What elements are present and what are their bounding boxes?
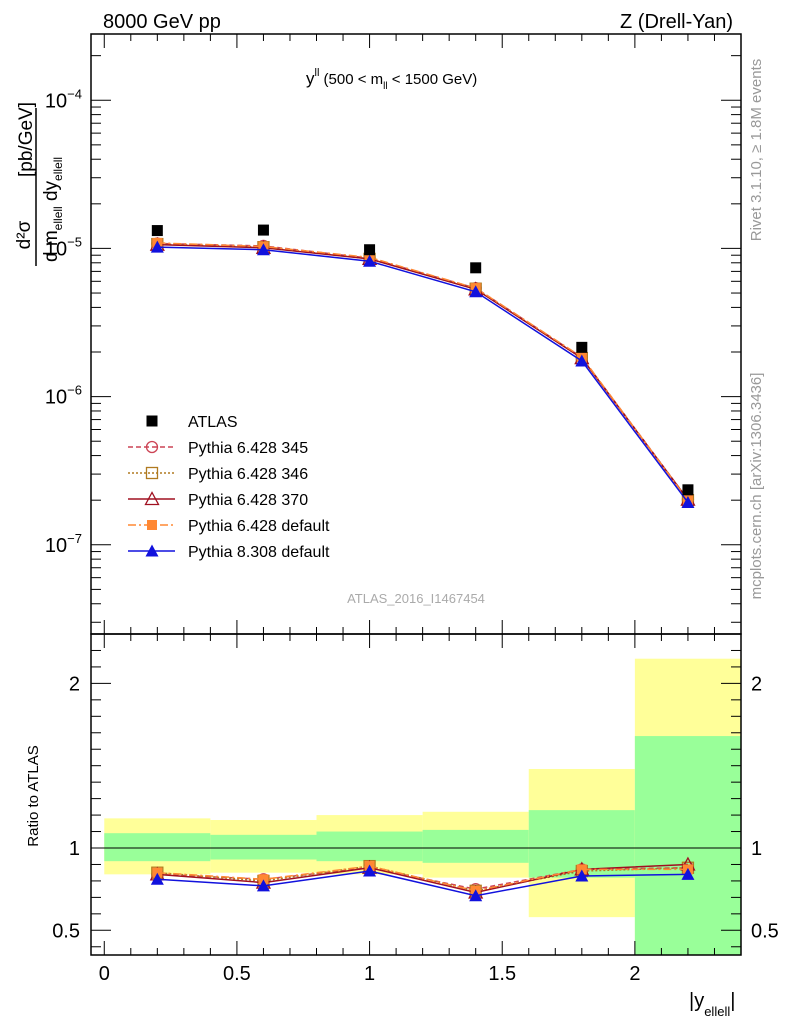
data-point: [145, 544, 159, 557]
series-line: [157, 243, 689, 501]
ratio-tick-label-left: 2: [69, 673, 80, 695]
data-point: [256, 879, 270, 892]
ratio-tick-label-right: 2: [751, 673, 762, 695]
series-line: [157, 242, 689, 501]
legend-entry: Pythia 6.428 346: [128, 466, 308, 483]
data-point: [576, 341, 588, 353]
data-point: [257, 224, 269, 236]
x-tick-label: 0: [99, 963, 110, 985]
plot-frames: [90, 33, 742, 956]
series-layer: [149, 224, 696, 902]
x-tick-label: 1.5: [488, 963, 516, 985]
xaxis-label: |yellell|: [689, 990, 735, 1019]
series-line: [157, 246, 689, 503]
legend-entry: Pythia 8.308 default: [128, 544, 330, 561]
series-ratio-line: [157, 870, 688, 897]
legend-label: Pythia 6.428 345: [188, 440, 308, 457]
legend-entry: Pythia 6.428 default: [128, 518, 330, 535]
band-inner: [316, 831, 423, 862]
ratio-tick-label-left: 1: [69, 838, 80, 860]
data-point: [150, 240, 164, 253]
x-tick-label: 2: [629, 963, 640, 985]
data-point: [147, 520, 157, 530]
ratio-ylabel: Ratio to ATLAS: [25, 745, 42, 846]
header-left: 8000 GeV pp: [103, 11, 221, 33]
header-right: Z (Drell-Yan): [620, 11, 733, 33]
data-point: [469, 889, 483, 902]
data-point: [145, 466, 159, 480]
x-tick-label: 1: [364, 963, 375, 985]
data-point: [576, 864, 587, 875]
data-point: [151, 225, 163, 237]
series-ratio-line: [157, 865, 688, 892]
ratio-uncertainty-bands: [91, 658, 741, 955]
band-inner: [422, 829, 529, 863]
data-point: [681, 867, 695, 880]
legend-entry: Pythia 6.428 345: [128, 440, 308, 457]
data-point: [150, 872, 164, 885]
data-point: [364, 244, 376, 256]
data-point: [681, 495, 695, 508]
y-tick-label: 10−6: [45, 383, 82, 409]
y-tick-label: 10−5: [45, 234, 82, 260]
axis-ticks: 0 0.5 1 1.5 2 10−4 10−5 10−6 10−7 0.5 0.5 1 1 2 2: [45, 34, 779, 985]
main-ylabel: d²σ d mellell dyellell [pb/GeV]: [14, 102, 65, 266]
legend-label: Pythia 6.428 370: [188, 492, 308, 509]
legend-label: Pythia 8.308 default: [188, 544, 330, 561]
legend-marker: [146, 415, 158, 427]
data-point: [152, 867, 163, 878]
data-point: [575, 869, 589, 882]
data-point: [256, 243, 270, 256]
analysis-watermark: ATLAS_2016_I1467454: [347, 591, 485, 606]
ratio-tick-label-right: 1: [751, 838, 762, 860]
y-tick-label: 10−7: [45, 531, 82, 557]
series-line: [157, 242, 689, 500]
ylabel-denominator: d mellell dyellell: [41, 157, 65, 262]
x-tick-label: 0.5: [223, 963, 251, 985]
data-point: [145, 440, 159, 454]
mcplots-label: mcplots.cern.ch [arXiv:1306.3436]: [748, 373, 765, 600]
legend-label: Pythia 6.428 346: [188, 466, 308, 483]
ylabel-numerator: d²σ: [14, 220, 35, 249]
y-tick-label: 10−4: [45, 86, 82, 112]
data-point: [363, 864, 377, 877]
legend-label: ATLAS: [188, 414, 238, 431]
data-point: [470, 262, 482, 274]
band-inner: [104, 833, 211, 862]
legend-label: Pythia 6.428 default: [188, 518, 330, 535]
ratio-frame: [90, 633, 742, 956]
series-ratio-line: [157, 863, 688, 894]
band-inner: [210, 834, 317, 860]
series-line: [157, 243, 689, 500]
series-pythia-8-308-default: [150, 240, 695, 902]
rivet-label: Rivet 3.1.10, ≥ 1.8M events: [748, 59, 765, 242]
data-point: [258, 874, 269, 885]
ratio-tick-label-left: 0.5: [52, 920, 80, 942]
ylabel-units: [pb/GeV]: [16, 102, 37, 177]
data-point: [469, 285, 483, 298]
band-inner: [634, 736, 741, 955]
plot-title: yll (500 < mll < 1500 GeV): [306, 67, 477, 92]
legend-entry: Pythia 6.428 370: [128, 491, 308, 509]
ratio-tick-label-right: 0.5: [751, 920, 779, 942]
data-point: [144, 491, 160, 506]
data-point: [575, 354, 589, 367]
series-atlas: [151, 224, 694, 496]
legend-entry: ATLAS: [146, 414, 238, 431]
data-point: [363, 254, 377, 267]
legend: ATLAS Pythia 6.428 345 Pythia 6.428 346 Pyt…: [128, 414, 330, 561]
data-point: [682, 484, 694, 496]
